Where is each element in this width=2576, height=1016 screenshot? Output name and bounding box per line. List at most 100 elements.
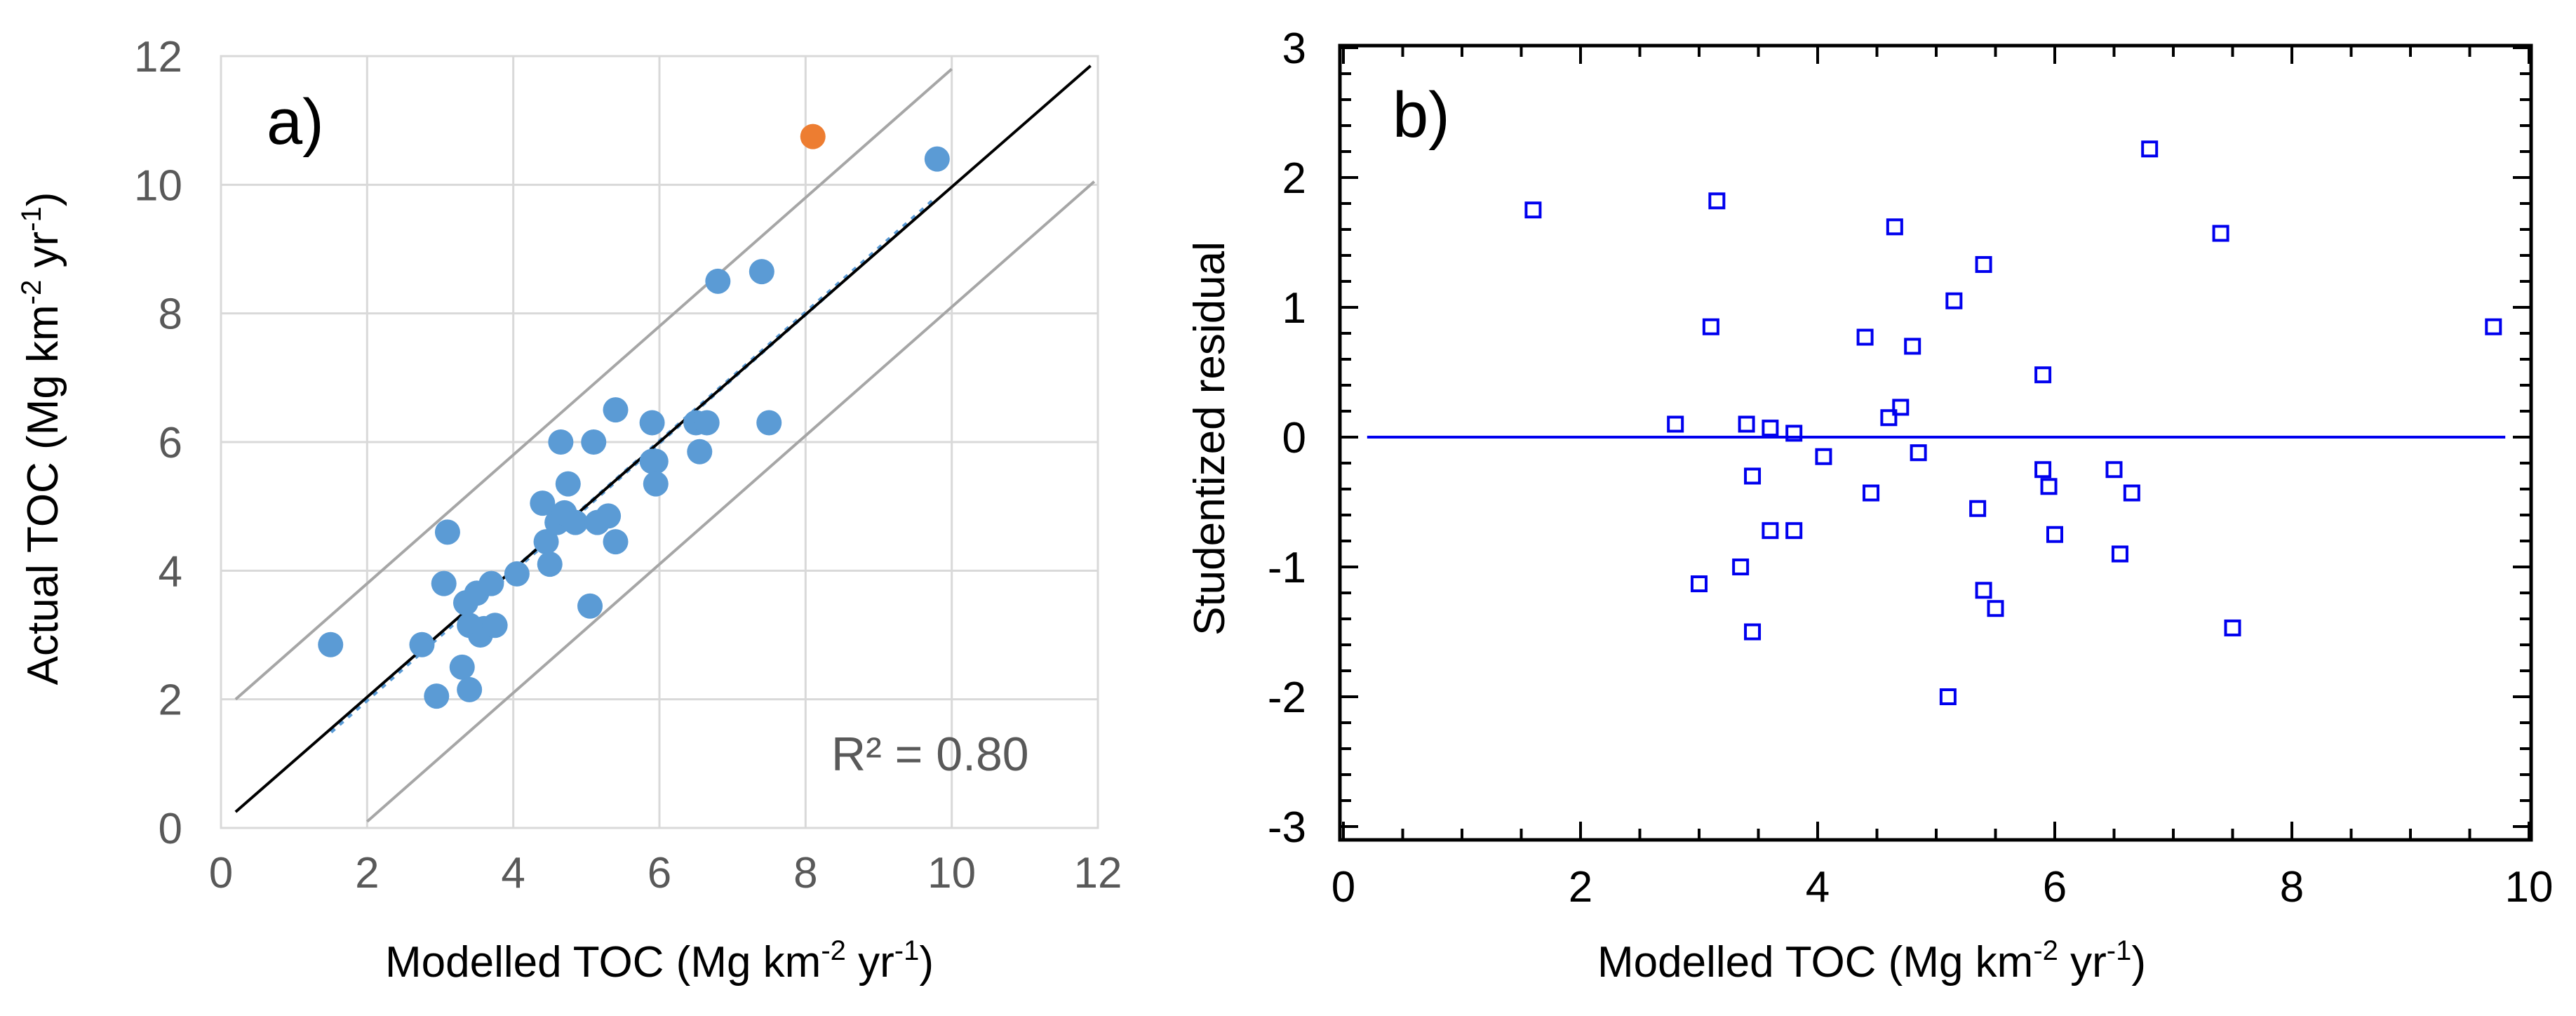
a-data-point	[756, 410, 782, 436]
b-y-tick-label: 3	[1282, 25, 1306, 73]
a-data-point	[643, 471, 669, 497]
a-y-tick-label: 12	[134, 33, 182, 81]
a-fit-line	[234, 65, 1092, 813]
b-residual-point	[2040, 478, 2058, 495]
b-x-tick-labels: 0 2 4 6 8 10	[1331, 863, 2554, 911]
a-data-point	[431, 570, 457, 596]
b-residual-point	[1762, 420, 1779, 437]
a-data-point	[457, 676, 483, 702]
b-residual-point	[2224, 619, 2241, 636]
a-data-point	[603, 397, 629, 423]
a-x-tick-label: 4	[501, 849, 525, 897]
b-x-tick-label: 10	[2505, 863, 2554, 911]
a-data-point	[409, 631, 435, 657]
b-residual-point	[1732, 559, 1750, 575]
b-y-tick-label: -3	[1268, 803, 1306, 852]
a-y-tick-label: 0	[159, 805, 182, 853]
b-residual-point	[1910, 444, 1927, 462]
a-y-axis-label: Actual TOC (Mg km-2 yr-1)	[16, 192, 67, 686]
a-upper-bound-line	[234, 67, 953, 701]
a-data-point	[504, 561, 530, 587]
b-y-tick-label: 1	[1282, 284, 1306, 333]
a-points	[318, 123, 950, 709]
a-data-point	[478, 570, 504, 596]
a-y-tick-label: 6	[159, 419, 182, 467]
a-data-point	[548, 429, 574, 455]
b-residual-point	[1856, 328, 1874, 346]
b-residual-point	[1785, 425, 1803, 442]
a-data-point	[563, 509, 589, 535]
a-x-tick-label: 6	[648, 849, 671, 897]
a-data-point	[643, 448, 669, 474]
a-data-point	[449, 654, 475, 680]
b-residual-point	[2034, 461, 2052, 479]
a-x-tick-label: 2	[355, 849, 379, 897]
b-residual-point	[1762, 522, 1779, 540]
b-residual-point	[1691, 575, 1708, 593]
a-x-tick-label: 0	[209, 849, 233, 897]
b-residual-point	[1744, 467, 1762, 485]
b-y-tick-label: -2	[1268, 674, 1306, 722]
a-lines	[234, 65, 1096, 823]
b-residual-point	[1738, 415, 1755, 433]
a-lower-bound-line	[366, 180, 1096, 823]
b-x-tick-label: 8	[2280, 863, 2304, 911]
a-data-point	[555, 471, 581, 497]
b-y-tick-label: 0	[1282, 414, 1306, 462]
b-residual-point	[1708, 192, 1726, 210]
a-data-point	[530, 490, 556, 516]
b-tick-marks	[1340, 46, 2531, 840]
b-residual-point	[2141, 140, 2159, 158]
b-y-axis-label: Studentized residual	[1186, 241, 1234, 636]
a-data-point	[924, 146, 950, 172]
a-y-tick-label: 8	[159, 290, 182, 339]
a-data-point	[577, 593, 603, 619]
a-r2-annotation: R² = 0.80	[831, 728, 1029, 781]
b-residual-point	[1945, 292, 1963, 309]
b-residual-point	[1702, 318, 1719, 335]
a-y-tick-labels: 0 2 4 6 8 10 12	[134, 33, 182, 853]
a-data-point	[482, 613, 508, 639]
a-data-point	[596, 503, 622, 529]
b-residual-point	[2485, 318, 2502, 335]
a-x-tick-label: 12	[1074, 849, 1122, 897]
b-residual-point	[1524, 201, 1542, 219]
a-data-point	[705, 268, 731, 294]
b-residual-point	[1886, 218, 1903, 236]
b-residual-point	[1863, 484, 1880, 502]
b-residual-point	[1939, 688, 1957, 705]
b-residual-point	[1975, 582, 1992, 599]
a-data-point	[694, 410, 720, 436]
b-residual-point	[2212, 225, 2229, 242]
panel-b: 0 2 4 6 8 10 -3 -2 -1 0 1 2 3 b) Modelled TOC (Mg k…	[1186, 25, 2553, 987]
a-y-tick-label: 2	[159, 676, 182, 725]
a-data-point	[749, 259, 774, 285]
b-residual-point	[2105, 461, 2123, 479]
b-x-tick-label: 0	[1331, 863, 1355, 911]
a-data-point	[603, 529, 629, 555]
a-data-point	[434, 519, 460, 545]
a-data-point	[581, 429, 607, 455]
b-residual-point	[2111, 545, 2128, 563]
a-x-axis-label: Modelled TOC (Mg km-2 yr-1)	[385, 935, 934, 987]
b-plot-frame	[1338, 44, 2533, 842]
b-x-axis-label: Modelled TOC (Mg km-2 yr-1)	[1597, 935, 2146, 987]
b-residual-point	[1975, 255, 1992, 273]
b-residual-point	[1904, 337, 1921, 355]
b-y-tick-label: -1	[1268, 544, 1306, 592]
b-x-tick-label: 4	[1806, 863, 1830, 911]
a-y-tick-label: 4	[159, 547, 182, 596]
a-data-point	[687, 439, 713, 464]
a-outlier-point	[800, 123, 826, 149]
b-residual-point	[1785, 522, 1803, 540]
b-residual-point	[1744, 623, 1762, 641]
a-plot-frame	[220, 55, 1099, 829]
b-residual-point	[1880, 409, 1898, 427]
b-y-tick-labels: -3 -2 -1 0 1 2 3	[1268, 25, 1306, 852]
a-x-tick-labels: 0 2 4 6 8 10 12	[209, 849, 1122, 897]
b-residual-point	[1892, 399, 1910, 416]
a-data-point	[318, 631, 344, 657]
b-y-tick-label: 2	[1282, 154, 1306, 203]
b-residual-point	[2123, 484, 2140, 502]
